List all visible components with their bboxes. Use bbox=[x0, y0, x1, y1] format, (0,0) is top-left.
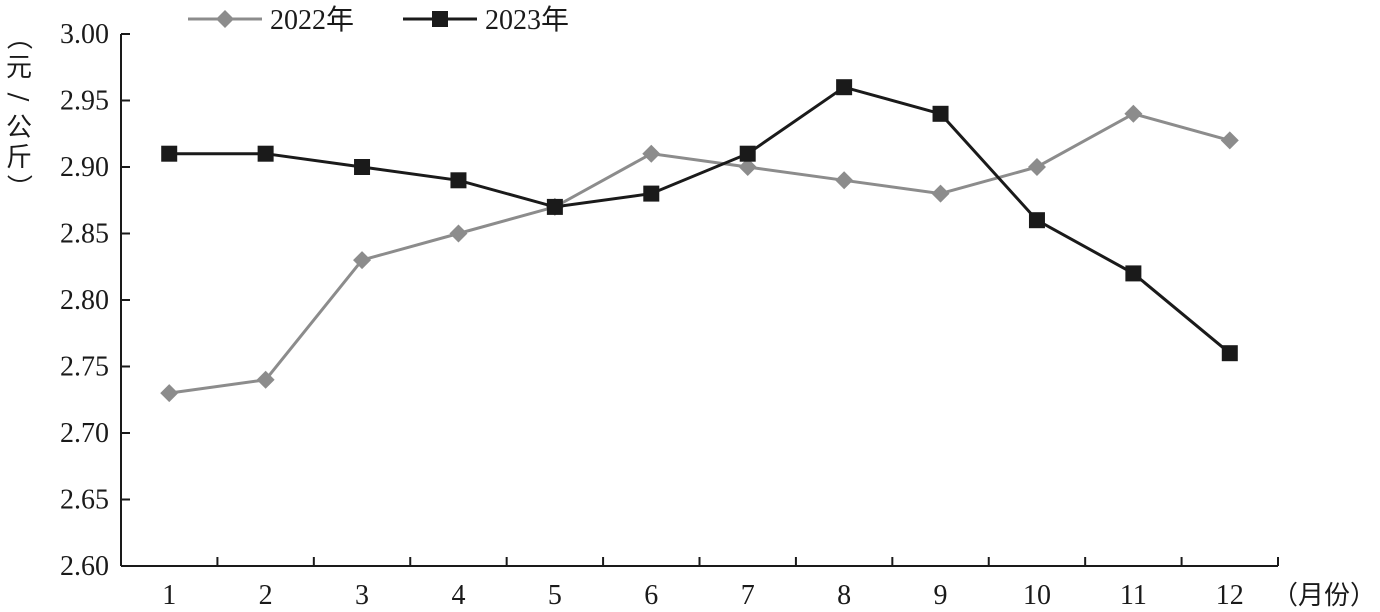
y-tick-label: 2.85 bbox=[60, 219, 109, 250]
y-tick-label: 2.80 bbox=[60, 285, 109, 316]
data-point bbox=[738, 158, 757, 176]
axes bbox=[120, 34, 1278, 567]
y-axis-title-char: / bbox=[3, 93, 33, 102]
data-point bbox=[161, 145, 178, 162]
data-point bbox=[932, 105, 949, 122]
data-point bbox=[836, 79, 853, 96]
y-axis-title-char: 元 bbox=[6, 53, 32, 83]
x-tick-label: 7 bbox=[741, 580, 755, 611]
data-point bbox=[449, 224, 468, 243]
data-point bbox=[1027, 158, 1046, 176]
x-tick-label: 11 bbox=[1120, 580, 1147, 611]
data-point bbox=[450, 172, 467, 189]
y-axis-title: （ 元 / 公斤） bbox=[3, 24, 33, 200]
legend-item: 2022年 bbox=[188, 4, 354, 36]
x-tick-label: 5 bbox=[548, 580, 562, 611]
y-axis-title-char: （ bbox=[3, 24, 33, 50]
x-tick-label: 3 bbox=[355, 580, 369, 611]
legend-marker bbox=[216, 10, 234, 28]
x-tick-label: 1 bbox=[162, 580, 176, 611]
y-tick-label: 2.95 bbox=[60, 86, 109, 117]
legend-label: 2022年 bbox=[270, 4, 354, 36]
legend-item: 2023年 bbox=[403, 4, 569, 36]
x-tick-label: 4 bbox=[451, 580, 465, 611]
data-point bbox=[835, 171, 854, 190]
y-ticks: 2.60 2.65 2.70 2.75 2.80 2.85 2.90 2.95 3.00 bbox=[60, 19, 130, 582]
data-point bbox=[1221, 345, 1238, 362]
x-tick-label: 10 bbox=[1023, 580, 1051, 611]
data-point bbox=[353, 251, 372, 270]
data-point bbox=[1125, 265, 1142, 282]
y-axis-title-char: ） bbox=[3, 174, 33, 200]
data-point bbox=[257, 145, 274, 162]
series-1 bbox=[160, 104, 1239, 403]
series-line bbox=[169, 85, 1231, 355]
data-point bbox=[160, 384, 179, 403]
series-line bbox=[169, 112, 1231, 395]
data-point bbox=[1220, 131, 1239, 150]
y-tick-label: 2.60 bbox=[60, 551, 109, 582]
x-tick-label: 8 bbox=[837, 580, 851, 611]
series-2 bbox=[161, 79, 1238, 362]
legend-marker bbox=[432, 11, 448, 27]
x-ticks: 1 2 3 4 5 6 7 8 9 10 11 12 bbox=[162, 557, 1279, 611]
series-layer bbox=[160, 79, 1239, 403]
data-point bbox=[546, 198, 563, 215]
x-tick-label: 9 bbox=[934, 580, 948, 611]
x-tick-label: 12 bbox=[1216, 580, 1244, 611]
y-tick-label: 2.70 bbox=[60, 418, 109, 449]
data-point bbox=[642, 144, 661, 163]
data-point bbox=[1124, 104, 1143, 123]
data-point bbox=[256, 370, 275, 389]
y-axis-title-char: 斤 bbox=[6, 143, 32, 173]
x-tick-label: 6 bbox=[644, 580, 658, 611]
y-tick-label: 2.90 bbox=[60, 152, 109, 183]
y-tick-label: 2.75 bbox=[60, 352, 109, 383]
y-tick-label: 3.00 bbox=[60, 19, 109, 50]
x-tick-label: 2 bbox=[259, 580, 273, 611]
legend: 2022年 2023年 bbox=[188, 4, 569, 36]
legend-label: 2023年 bbox=[485, 4, 569, 36]
data-point bbox=[931, 184, 950, 203]
y-axis-title-char: 公 bbox=[6, 113, 32, 143]
data-point bbox=[354, 159, 371, 175]
data-point bbox=[1028, 212, 1045, 229]
data-point bbox=[643, 185, 660, 202]
y-tick-label: 2.65 bbox=[60, 485, 109, 516]
data-point bbox=[739, 145, 756, 162]
x-axis-title: （月份） bbox=[1272, 581, 1376, 611]
